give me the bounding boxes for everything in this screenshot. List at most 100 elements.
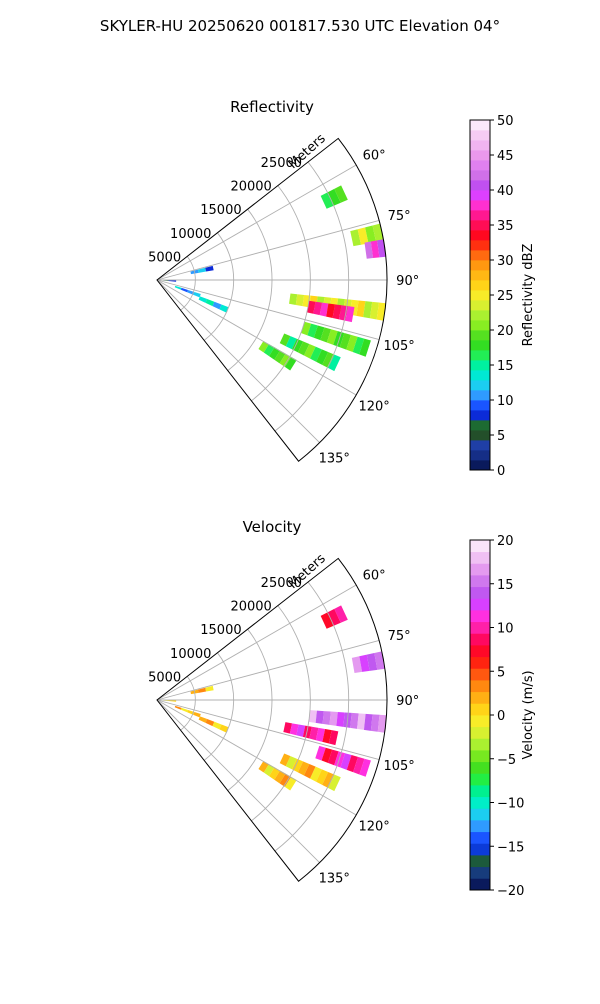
echo-cell	[316, 349, 329, 365]
azimuth-spoke	[156, 164, 357, 281]
colorbar-swatch	[470, 130, 490, 141]
radial-tick-label: 20000	[230, 180, 271, 195]
radial-tick-label: 5000	[148, 670, 181, 685]
echo-cell	[350, 712, 359, 729]
colorbar-swatch	[470, 726, 490, 739]
echo-cell	[359, 338, 371, 357]
echo-cell	[205, 719, 215, 727]
colorbar-swatch	[470, 785, 490, 798]
echo-cell	[291, 758, 304, 773]
azimuth-spoke	[156, 640, 380, 701]
colorbar: 0 5 10 15 20 25 30 35 40 45 50 Reflectivity dBZ	[469, 114, 536, 479]
echo-cell	[345, 306, 355, 323]
colorbar-swatch	[470, 808, 490, 821]
colorbar-swatch	[470, 200, 490, 211]
colorbar-swatch	[470, 240, 490, 251]
range-ring	[274, 581, 350, 852]
panel-title: Velocity	[243, 518, 302, 536]
echo-cell	[274, 770, 286, 784]
echo-cell	[180, 707, 189, 713]
echo-cell	[353, 756, 365, 775]
echo-cell	[338, 305, 348, 321]
colorbar-tick-label: 20	[497, 324, 514, 339]
colorbar-swatch	[470, 420, 490, 431]
angle-tick-label: 90°	[396, 694, 419, 709]
echo-cell	[284, 776, 297, 791]
colorbar-swatch	[470, 738, 490, 751]
colorbar-swatch	[470, 878, 490, 891]
echo-cell	[258, 340, 269, 353]
colorbar-swatch	[470, 575, 490, 588]
radial-tick-label: 20000	[230, 600, 271, 615]
echo-cell	[193, 292, 201, 298]
azimuth-spoke	[156, 584, 357, 701]
azimuth-spoke	[156, 279, 380, 340]
range-ring	[203, 652, 235, 761]
colorbar-swatch	[470, 150, 490, 161]
echo-cell	[351, 656, 363, 673]
colorbar-swatch	[470, 180, 490, 191]
colorbar-swatch	[470, 680, 490, 693]
echo-cell	[359, 758, 371, 777]
echo-cell	[212, 301, 222, 310]
range-ring	[274, 161, 350, 432]
echo-cell	[303, 764, 316, 779]
echo-cell	[322, 351, 335, 368]
echo-cell	[283, 722, 293, 734]
colorbar-swatch	[470, 610, 490, 623]
radial-axis-label: Meters	[286, 131, 329, 172]
azimuth-spoke	[156, 699, 320, 863]
colorbar-tick-label: 0	[497, 464, 505, 479]
colorbar-label: Velocity (m/s)	[521, 670, 536, 759]
echo-cell	[309, 726, 319, 741]
echo-layer	[160, 185, 386, 372]
angle-tick-label: 105°	[383, 339, 414, 354]
echo-cell	[284, 356, 297, 371]
colorbar-tick-label: 25	[497, 289, 514, 304]
colorbar-swatch	[470, 290, 490, 301]
colorbar-swatch	[470, 440, 490, 451]
colorbar-swatch	[470, 691, 490, 704]
colorbar-swatch	[470, 773, 490, 786]
echo-cell	[310, 766, 322, 782]
colorbar-swatch	[470, 350, 490, 361]
echo-cell	[198, 296, 208, 303]
radial-tick-label: 25000	[261, 576, 302, 591]
colorbar-tick-label: 5	[497, 429, 505, 444]
colorbar-swatch	[470, 340, 490, 351]
colorbar-swatch	[470, 120, 490, 131]
radial-axis-label: Meters	[286, 551, 329, 592]
echo-cell	[356, 300, 366, 318]
colorbar-swatch	[470, 855, 490, 868]
colorbar-tick-label: 5	[497, 665, 505, 680]
echo-cell	[334, 185, 348, 203]
echo-cell	[350, 229, 361, 247]
echo-cell	[263, 764, 275, 777]
echo-cell	[205, 685, 214, 692]
colorbar-swatch	[470, 866, 490, 879]
radial-tick-label: 25000	[261, 156, 302, 171]
echo-cell	[329, 711, 338, 726]
echo-cell	[364, 241, 374, 259]
colorbar-swatch	[470, 563, 490, 576]
angle-tick-label: 75°	[388, 629, 411, 644]
sector-outline	[156, 557, 388, 882]
echo-cell	[316, 769, 329, 785]
colorbar-swatch	[470, 621, 490, 634]
echo-cell	[313, 325, 325, 341]
colorbar-swatch	[470, 668, 490, 681]
echo-cell	[339, 333, 352, 350]
azimuth-spoke	[156, 220, 380, 281]
echo-cell	[328, 354, 341, 372]
echo-cell	[285, 336, 297, 350]
echo-cell	[219, 304, 229, 313]
echo-cell	[319, 302, 329, 317]
range-ring	[251, 185, 311, 402]
echo-cell	[320, 327, 332, 343]
echo-cell	[327, 608, 341, 626]
colorbar-swatch	[470, 160, 490, 171]
colorbar-swatch	[470, 633, 490, 646]
colorbar-tick-label: −10	[497, 797, 524, 812]
echo-cell	[296, 724, 306, 737]
